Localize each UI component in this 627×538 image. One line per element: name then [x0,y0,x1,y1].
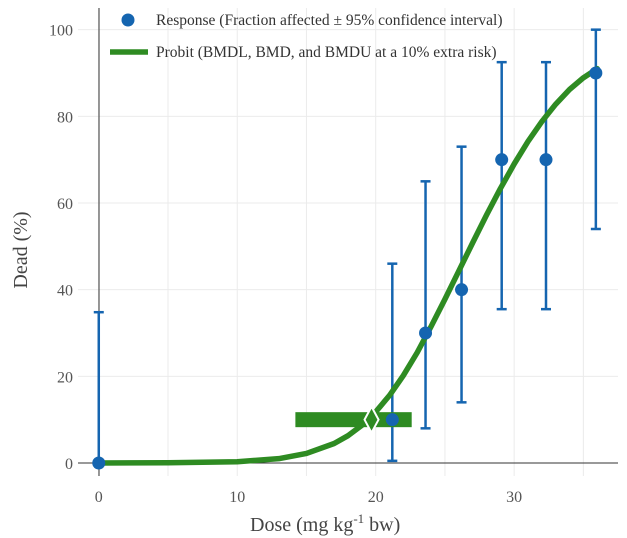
bmd-marker [363,404,380,435]
legend-response-label: Response (Fraction affected ± 95% confid… [156,12,503,29]
y-tick-label: 0 [65,456,73,473]
axes [78,8,618,476]
error-bar [93,310,104,465]
response-point [495,153,509,167]
response-point [92,456,106,470]
y-tick-label: 80 [57,109,73,126]
response-point [385,413,399,427]
response-point [455,283,469,297]
y-axis-title: Dead (%) [10,211,32,288]
probit-curve [96,65,600,466]
x-tick-label: 30 [506,489,522,506]
bmd-interval-bar [295,412,412,428]
error-bar [420,180,431,430]
y-tick-label: 60 [57,196,73,213]
y-tick-label: 100 [49,23,73,40]
error-bar [387,262,398,463]
response-point [589,66,603,80]
x-tick-label: 20 [368,489,384,506]
error-bar [541,60,551,311]
x-axis-title: Dose (mg kg-1 bw) [250,511,400,536]
grid [78,8,618,476]
response-point [419,326,433,340]
response-point [539,153,553,167]
legend: Response (Fraction affected ± 95% confid… [110,12,503,61]
legend-response-marker [121,13,135,27]
x-tick-label: 0 [95,489,103,506]
x-axis-title-tail: bw) [364,514,400,536]
error-bar [590,28,601,231]
legend-probit-label: Probit (BMDL, BMD, and BMDU at a 10% ext… [156,44,497,61]
x-axis-title-main: Dose (mg kg [250,514,353,536]
x-tick-label: 10 [229,489,245,506]
error-bar [456,145,467,404]
y-tick-label: 20 [57,369,73,386]
bmd-interval-layer [295,404,412,435]
y-tick-label: 40 [57,283,73,300]
probit-curve-layer [96,65,600,466]
x-axis-title-superscript: -1 [353,511,364,526]
response-points [92,66,603,470]
tick-labels: 0 10 20 30 0 20 40 60 80 100 [49,23,522,506]
error-bars [93,28,601,465]
